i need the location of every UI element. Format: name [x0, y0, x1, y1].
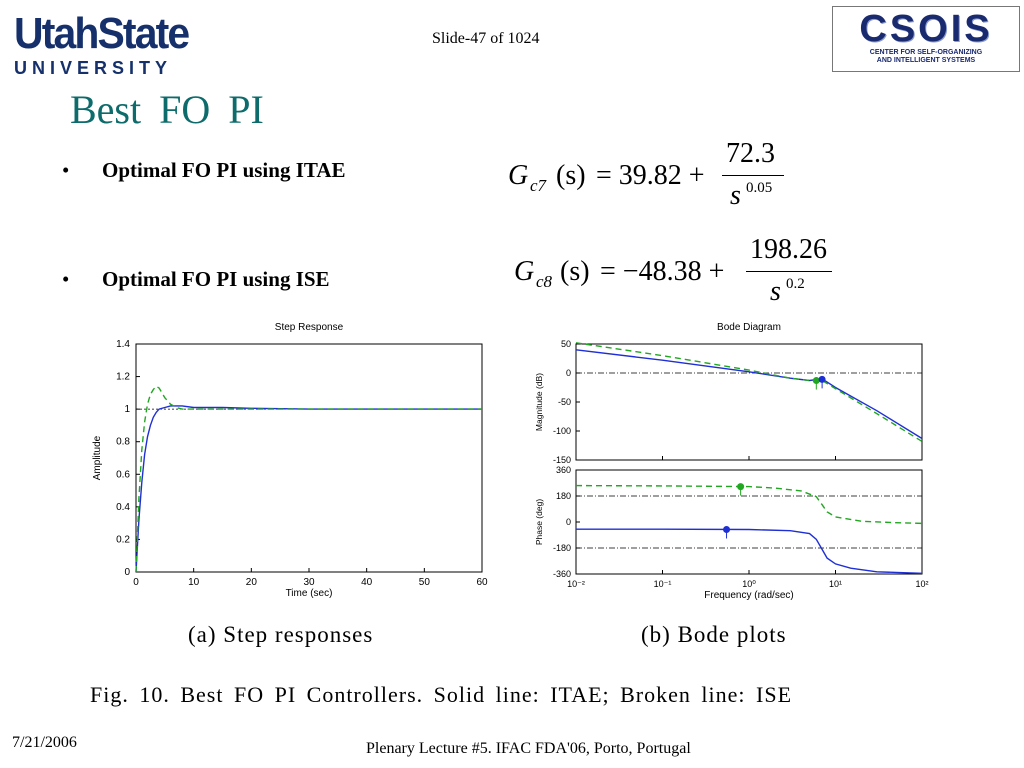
csois-logo-sub1: CENTER FOR SELF-ORGANIZING	[869, 49, 983, 56]
eq-itae-num: 72.3	[726, 138, 775, 169]
bode-magnitude-ytick-label: 0	[566, 368, 571, 378]
bullet-ise: • Optimal FO PI using ISE	[62, 267, 330, 292]
bode-phase-frame	[575, 469, 923, 575]
step-ytick-label: 0.6	[116, 469, 130, 480]
bode-magnitude-ylabel: Magnitude (dB)	[534, 373, 544, 431]
step-response-chart: Step Response 0 10 20 30 40 50 60 0 0.2 0.4 0.6 0.8 1…	[92, 322, 488, 599]
usu-logo-bottom: UNIVERSITY	[14, 58, 173, 78]
step-xtick-label: 40	[361, 577, 373, 588]
eq-ise-sub: c8	[536, 272, 553, 291]
step-xtick-label: 30	[303, 577, 315, 588]
footer-lecture: Plenary Lecture #5. IFAC FDA'06, Porto, …	[366, 740, 691, 757]
bode-magnitude-ytick-label: -50	[558, 397, 571, 407]
step-ytick-label: 0.8	[116, 437, 130, 448]
step-xtick-label: 50	[419, 577, 431, 588]
eq-itae-arg: (s)	[556, 160, 586, 191]
utah-state-logo: UtahState UNIVERSITY	[14, 9, 200, 79]
bullet-itae-text: Optimal FO PI using ITAE	[102, 158, 346, 182]
equation-itae: G c7 (s) = 39.82 + 72.3 s 0.05	[508, 136, 808, 216]
step-ytick-label: 0.2	[116, 534, 130, 545]
bode-xtick-label: 10¹	[829, 579, 842, 589]
bode-magnitude-ytick-label: -150	[553, 455, 571, 465]
bode-xtick-label: 10⁰	[742, 579, 756, 589]
caption-b: (b) Bode plots	[641, 622, 787, 647]
slide-number: Slide-47 of 1024	[432, 30, 540, 47]
eq-itae-sub: c7	[530, 176, 547, 195]
step-ytick-label: 1	[124, 404, 130, 415]
bode-magnitude-ytick-label: -100	[553, 426, 571, 436]
step-xlabel: Time (sec)	[286, 588, 333, 599]
step-xtick-label: 60	[476, 577, 488, 588]
eq-ise-arg: (s)	[560, 256, 590, 287]
bode-magnitude-frame	[575, 343, 923, 461]
bullet-itae: • Optimal FO PI using ITAE	[62, 158, 346, 183]
step-ytick-label: 0	[124, 567, 130, 578]
step-xtick-label: 10	[188, 577, 200, 588]
step-xtick-label: 0	[133, 577, 139, 588]
footer-date: 7/21/2006	[12, 734, 77, 751]
slide-title: Best FO PI	[70, 87, 264, 132]
bode-magnitude-ytick-label: 50	[561, 339, 571, 349]
eq-ise-exp: 0.2	[786, 276, 805, 292]
bode-phase-ylabel: Phase (deg)	[534, 499, 544, 545]
csois-logo-sub2: AND INTELLIGENT SYSTEMS	[876, 57, 976, 64]
csois-logo-word: CSOIS	[859, 8, 993, 50]
bode-xtick-label: 10⁻¹	[654, 579, 672, 589]
bode-xtick-label: 10⁻²	[567, 579, 585, 589]
bode-diagram-chart: Bode Diagram 50 0 -50 -100 -150 Magnitude (dB)…	[534, 322, 929, 601]
eq-itae-const: = 39.82 +	[596, 160, 705, 191]
bode-phase-series-ise	[575, 484, 923, 525]
step-plot-frame	[135, 343, 483, 573]
bode-phase-ytick-label: 360	[556, 465, 571, 475]
step-ylabel: Amplitude	[92, 435, 103, 480]
bode-phase-ytick-label: 180	[556, 491, 571, 501]
bode-xtick-label: 10²	[915, 579, 928, 589]
step-series-ise	[135, 385, 482, 573]
bode-chart-title: Bode Diagram	[717, 322, 781, 333]
bode-phase-ytick-label: -360	[553, 569, 571, 579]
bode-xlabel: Frequency (rad/sec)	[704, 590, 793, 601]
eq-ise-bar	[746, 271, 832, 272]
bullet-dot: •	[62, 158, 70, 182]
step-ytick-label: 1.2	[116, 372, 130, 383]
bullet-ise-text: Optimal FO PI using ISE	[102, 267, 330, 291]
step-chart-title: Step Response	[275, 322, 344, 333]
bode-phase-ytick-label: 0	[566, 517, 571, 527]
eq-ise-lhs: G	[514, 256, 535, 287]
bode-magnitude-series-itae	[575, 349, 923, 440]
eq-itae-den: s	[730, 180, 741, 211]
csois-logo: CSOIS CENTER FOR SELF-ORGANIZING AND INT…	[832, 6, 1020, 72]
caption-a: (a) Step responses	[188, 622, 374, 647]
step-ytick-label: 0.4	[116, 502, 130, 513]
eq-itae-exp: 0.05	[746, 180, 773, 196]
step-xtick-label: 20	[246, 577, 258, 588]
eq-itae-bar	[722, 175, 784, 176]
step-ytick-label: 1.4	[116, 339, 130, 350]
eq-ise-den: s	[770, 276, 781, 307]
eq-ise-const: = −48.38 +	[600, 256, 725, 287]
equation-ise: G c8 (s) = −48.38 + 198.26 s 0.2	[514, 232, 854, 312]
bullet-dot: •	[62, 267, 70, 291]
figure-caption: Fig. 10. Best FO PI Controllers. Solid l…	[90, 682, 793, 707]
bode-phase-series-itae	[576, 528, 923, 574]
bode-phase-ytick-label: -180	[553, 543, 571, 553]
eq-ise-num: 198.26	[750, 234, 827, 265]
eq-itae-lhs: G	[508, 160, 529, 191]
usu-logo-top: UtahState	[14, 9, 190, 58]
